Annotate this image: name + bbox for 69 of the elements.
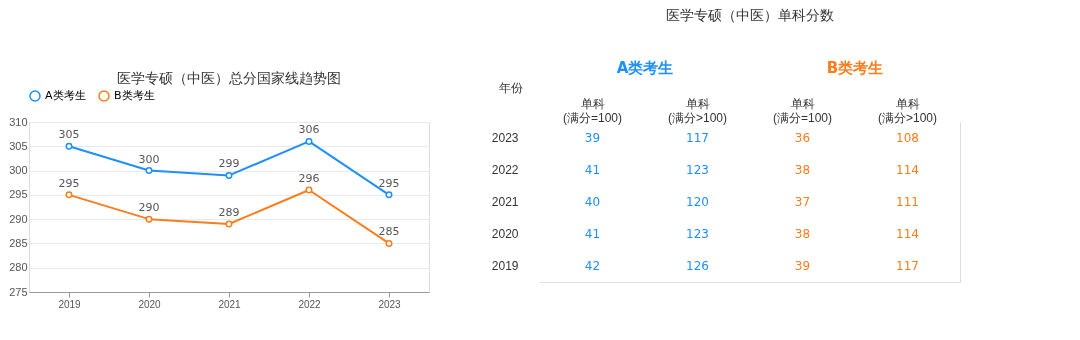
data-label: 37: [794, 195, 811, 209]
data-label: 114: [896, 163, 919, 177]
data-label: 305: [58, 128, 80, 142]
y-tick-label: 310: [9, 115, 28, 128]
point: [385, 239, 393, 247]
y-tick-label: 2021: [491, 195, 519, 209]
legend-label: B类考生: [114, 89, 155, 102]
data-label: 38: [794, 227, 811, 241]
data-label: 117: [686, 131, 709, 145]
data-label: 290: [138, 201, 160, 215]
x-tick-label: 单科 (满分=100): [562, 96, 623, 125]
data-label: 114: [896, 227, 919, 241]
data-label: 123: [686, 227, 709, 241]
data-label: 289: [218, 206, 240, 219]
x-tick-label: 2021: [218, 298, 242, 310]
point: [305, 186, 313, 194]
x-tick-label: 2023: [378, 298, 402, 310]
point: [305, 137, 313, 145]
data-label: 123: [686, 163, 709, 177]
y-tick-label: 280: [9, 261, 28, 274]
data-label: 300: [138, 152, 160, 166]
y-tick-label: 2019: [491, 259, 519, 273]
data-label: 295: [378, 176, 400, 190]
y-tick-label: 295: [9, 188, 28, 201]
y-tick-label: 290: [9, 212, 28, 225]
text: A类考生: [616, 59, 674, 77]
point: [65, 142, 73, 150]
text: B类考生: [826, 59, 884, 77]
y-tick-label: 285: [9, 236, 28, 249]
y-tick-label: 2022: [491, 163, 519, 177]
data-label: 306: [298, 123, 320, 137]
point: [225, 220, 233, 228]
data-label: 117: [896, 259, 919, 273]
point: [225, 171, 233, 179]
data-label: 39: [794, 259, 811, 273]
data-label: 296: [298, 172, 320, 185]
data-label: 41: [584, 227, 601, 241]
data-label: 120: [686, 195, 709, 209]
y-tick-label: 305: [9, 139, 28, 152]
y-tick-label: 2020: [491, 227, 519, 241]
point: [145, 215, 153, 223]
data-label: 36: [794, 131, 811, 145]
x-tick-label: 2020: [138, 298, 162, 310]
x-tick-label: 单科 (满分>100): [877, 96, 938, 125]
data-label: 126: [686, 259, 709, 273]
data-label: 111: [896, 195, 919, 209]
x-tick-label: 单科 (满分>100): [667, 96, 728, 125]
y-tick-label: 2023: [491, 131, 519, 145]
data-label: 39: [584, 131, 601, 145]
point: [385, 191, 393, 199]
data-label: 42: [584, 259, 601, 273]
data-label: 40: [584, 195, 601, 209]
data-label: 41: [584, 163, 601, 177]
y-tick-label: 300: [9, 164, 28, 177]
chart-title: 医学专硕（中医）单科分数: [666, 7, 834, 23]
data-label: 295: [58, 176, 80, 190]
legend-label: A类考生: [45, 89, 86, 102]
data-label: 38: [794, 163, 811, 177]
data-label: 299: [218, 157, 240, 171]
data-label: 285: [378, 225, 400, 239]
point: [145, 167, 153, 175]
x-tick-label: 2022: [298, 298, 322, 310]
x-tick-label: 单科 (满分=100): [772, 96, 833, 125]
y-tick-label: 275: [9, 285, 28, 298]
x-tick-label: 2019: [58, 298, 82, 310]
y-axis-title: 年份: [498, 80, 523, 95]
chart-title: 医学专硕（中医）总分国家线趋势图: [117, 70, 341, 86]
data-label: 108: [896, 131, 919, 145]
point: [65, 191, 73, 199]
